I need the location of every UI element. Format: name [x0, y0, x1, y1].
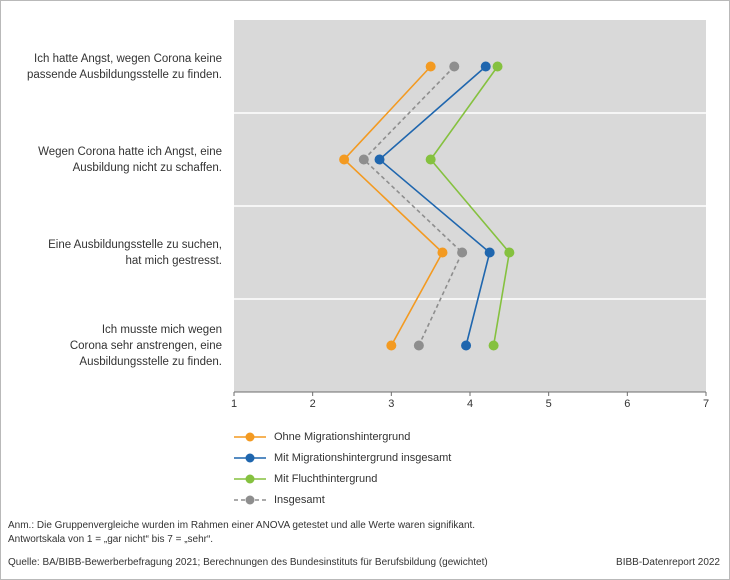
data-point-s0-c3	[386, 340, 397, 351]
data-point-s2-c0	[492, 61, 503, 72]
legend-item-flucht: Mit Fluchthintergrund	[232, 468, 451, 489]
note-line-1: Anm.: Die Gruppenvergleiche wurden im Ra…	[8, 520, 476, 531]
x-tick-label: 1	[231, 398, 237, 410]
source-text: Quelle: BA/BIBB-Bewerberbefragung 2021; …	[8, 557, 488, 568]
category-label-line: Ich hatte Angst, wegen Corona keine	[34, 52, 222, 65]
legend-marker-insgesamt	[234, 495, 266, 504]
legend-label: Mit Migrationshintergrund insgesamt	[274, 451, 452, 464]
series-line-1	[378, 65, 491, 346]
data-point-s3-c1	[358, 154, 369, 165]
data-point-s3-c2	[457, 247, 468, 258]
legend-marker-mit-migration	[234, 453, 266, 462]
legend-item-ohne: Ohne Migrationshintergrund	[232, 426, 451, 447]
category-label: Ich hatte Angst, wegen Corona keine passe…	[12, 51, 222, 83]
x-tick-label: 2	[310, 398, 316, 410]
category-label: Eine Ausbildungsstelle zu suchen, hat mic…	[12, 237, 222, 269]
category-label-line: hat mich gestresst.	[125, 254, 222, 267]
data-point-s2-c1	[425, 154, 436, 165]
series-line-0	[343, 65, 444, 346]
category-label-line: Eine Ausbildungsstelle zu suchen,	[48, 238, 222, 251]
series-line-3	[362, 65, 464, 346]
data-point-s1-c2	[484, 247, 495, 258]
x-tick-label: 7	[703, 398, 709, 410]
data-point-s1-c0	[480, 61, 491, 72]
chart: 1 2 3 4 5 6 7	[231, 20, 709, 410]
category-label: Wegen Corona hatte ich Angst, eine Ausbil…	[12, 144, 222, 176]
data-point-s2-c2	[504, 247, 515, 258]
credit-text: BIBB-Datenreport 2022	[616, 557, 720, 568]
category-label-line: passende Ausbildungsstelle zu finden.	[26, 68, 222, 81]
series-line-2	[429, 66, 511, 346]
x-tick-label: 5	[546, 398, 552, 410]
x-tick-label: 6	[624, 398, 630, 410]
legend-item-mit-migration: Mit Migrationshintergrund insgesamt	[232, 447, 451, 468]
category-label: Ich musste mich wegen Corona sehr anstren…	[12, 322, 222, 370]
data-point-s0-c1	[339, 154, 350, 165]
category-label-line: Ausbildung nicht zu schaffen.	[72, 161, 222, 174]
data-point-s2-c3	[488, 340, 499, 351]
data-point-s1-c1	[374, 154, 385, 165]
x-tick-label: 3	[388, 398, 394, 410]
category-label-line: Ausbildungsstelle zu finden.	[79, 355, 222, 368]
legend-marker-flucht	[234, 474, 266, 483]
legend-item-insgesamt: Insgesamt	[232, 489, 451, 510]
legend-label: Insgesamt	[274, 493, 325, 506]
legend-marker-ohne	[234, 432, 266, 441]
data-point-s0-c2	[437, 247, 448, 258]
data-point-s1-c3	[461, 340, 472, 351]
data-point-s0-c0	[425, 61, 436, 72]
category-label-line: Corona sehr anstrengen, eine	[69, 339, 222, 352]
category-label-line: Wegen Corona hatte ich Angst, eine	[38, 145, 222, 158]
legend-label: Ohne Migrationshintergrund	[274, 430, 411, 443]
note-line-2: Antwortskala von 1 = „gar nicht“ bis 7 =…	[8, 534, 214, 545]
x-tick-label: 4	[467, 398, 473, 410]
legend-label: Mit Fluchthintergrund	[274, 472, 378, 485]
category-label-line: Ich musste mich wegen	[101, 323, 222, 336]
data-point-s3-c3	[413, 340, 424, 351]
legend: Ohne Migrationshintergrund Mit Migration…	[232, 426, 451, 510]
data-point-s3-c0	[449, 61, 460, 72]
